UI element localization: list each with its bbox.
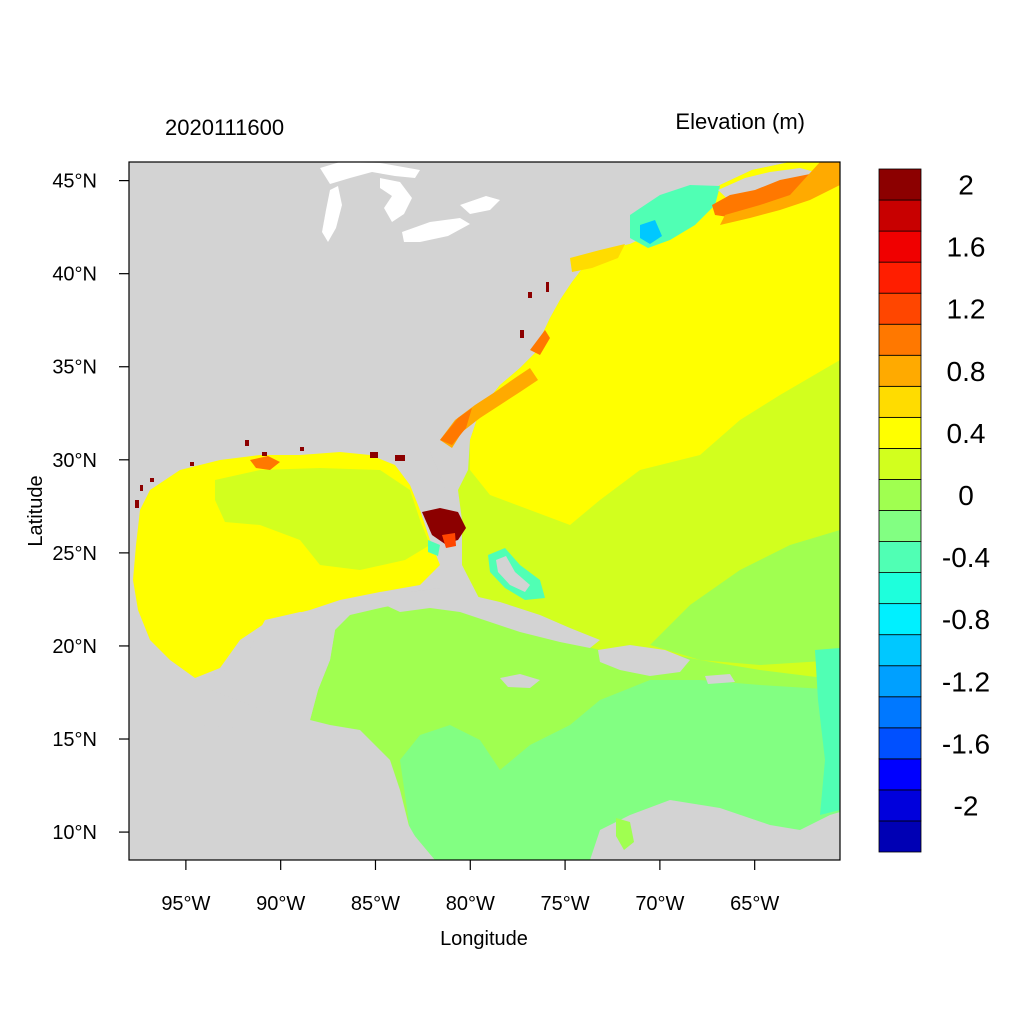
eastern-caribbean-cyan bbox=[815, 648, 840, 815]
hispaniola-land bbox=[598, 645, 690, 676]
carolina-coast-surge bbox=[530, 330, 550, 355]
gulf-coast-surge-dots bbox=[135, 282, 549, 508]
gulf-of-maine-blue bbox=[640, 220, 662, 244]
variable-label: Elevation (m) bbox=[675, 109, 805, 134]
x-axis: 95°W 90°W 85°W 80°W 75°W 70°W 65°W bbox=[161, 860, 779, 915]
legend-swatch bbox=[878, 510, 922, 542]
y-tick-label: 10°N bbox=[52, 822, 97, 844]
legend-label: 1.2 bbox=[947, 294, 986, 325]
legend-label: 1.6 bbox=[947, 232, 986, 263]
legend-swatch bbox=[878, 416, 922, 449]
y-axis-title: Latitude bbox=[25, 475, 47, 546]
legend-swatch bbox=[878, 727, 922, 760]
new-york-bight bbox=[570, 244, 625, 272]
legend-swatch bbox=[878, 758, 922, 791]
legend-swatch bbox=[878, 696, 922, 729]
legend-swatch bbox=[878, 230, 922, 263]
x-axis-title: Longitude bbox=[440, 928, 528, 950]
jamaica-land bbox=[500, 674, 540, 688]
color-legend: 2 1.6 1.2 0.8 0.4 0 -0.4 -0.8 -1.2 -1.6 -2 bbox=[878, 168, 990, 853]
legend-label: 0.4 bbox=[947, 418, 986, 449]
puerto-rico-land bbox=[705, 674, 735, 684]
y-tick-label: 40°N bbox=[52, 264, 97, 286]
map-panel bbox=[129, 162, 840, 860]
atlantic-yellow-zone bbox=[470, 162, 840, 525]
x-tick-label: 85°W bbox=[351, 893, 400, 915]
y-tick-label: 15°N bbox=[52, 729, 97, 751]
legend-swatch bbox=[878, 634, 922, 667]
x-tick-label: 70°W bbox=[635, 893, 684, 915]
y-tick-label: 20°N bbox=[52, 636, 97, 658]
south-america-land bbox=[590, 800, 840, 860]
legend-label: 0 bbox=[958, 480, 974, 511]
atlantic-green-zone bbox=[650, 530, 840, 665]
legend-label: -1.2 bbox=[942, 666, 990, 697]
legend-swatch bbox=[878, 354, 922, 387]
legend-swatch bbox=[878, 261, 922, 294]
central-america-land bbox=[129, 718, 430, 860]
legend-swatch bbox=[878, 541, 922, 573]
legend-swatch bbox=[878, 323, 922, 356]
legend-swatch bbox=[878, 168, 922, 201]
legend-label: -2 bbox=[954, 790, 979, 821]
x-tick-label: 95°W bbox=[161, 893, 210, 915]
x-tick-label: 65°W bbox=[730, 893, 779, 915]
florida-surge-tip bbox=[442, 533, 456, 548]
legend-label: -1.6 bbox=[942, 728, 990, 759]
legend-swatch bbox=[878, 665, 922, 698]
legend-swatch bbox=[878, 479, 922, 511]
legend-swatch bbox=[878, 292, 922, 325]
x-tick-label: 90°W bbox=[256, 893, 305, 915]
legend-swatch bbox=[878, 572, 922, 605]
x-tick-label: 80°W bbox=[446, 893, 495, 915]
gulf-central-zone bbox=[215, 468, 430, 570]
great-lakes bbox=[320, 162, 500, 242]
cuba-land bbox=[385, 588, 600, 648]
legend-swatch bbox=[878, 385, 922, 418]
bahamas-island bbox=[496, 556, 530, 592]
legend-swatch bbox=[878, 199, 922, 232]
legend-label: 0.8 bbox=[947, 356, 986, 387]
nova-scotia-surge bbox=[712, 172, 820, 218]
y-tick-label: 30°N bbox=[52, 450, 97, 472]
legend-swatch bbox=[878, 448, 922, 480]
legend-label: 2 bbox=[958, 170, 974, 201]
y-tick-label: 25°N bbox=[52, 543, 97, 565]
date-label: 2020111600 bbox=[165, 115, 284, 140]
y-tick-label: 35°N bbox=[52, 357, 97, 379]
map-frame bbox=[128, 161, 841, 861]
legend-swatch bbox=[878, 820, 922, 853]
y-axis: 45°N 40°N 35°N 30°N 25°N 20°N 15°N 10°N bbox=[52, 171, 129, 844]
legend-swatch bbox=[878, 603, 922, 636]
legend-label: -0.4 bbox=[942, 542, 990, 573]
maracaibo-lake bbox=[616, 818, 634, 850]
legend-label: -0.8 bbox=[942, 604, 990, 635]
georgia-coast-surge bbox=[440, 408, 472, 445]
florida-coast-cyan bbox=[428, 540, 440, 556]
x-tick-label: 75°W bbox=[541, 893, 590, 915]
legend-swatch bbox=[878, 789, 922, 822]
y-tick-label: 45°N bbox=[52, 171, 97, 193]
louisiana-coast-surge bbox=[250, 456, 280, 470]
yucatan-land bbox=[200, 612, 335, 720]
northeast-shelf-orange bbox=[720, 162, 840, 225]
